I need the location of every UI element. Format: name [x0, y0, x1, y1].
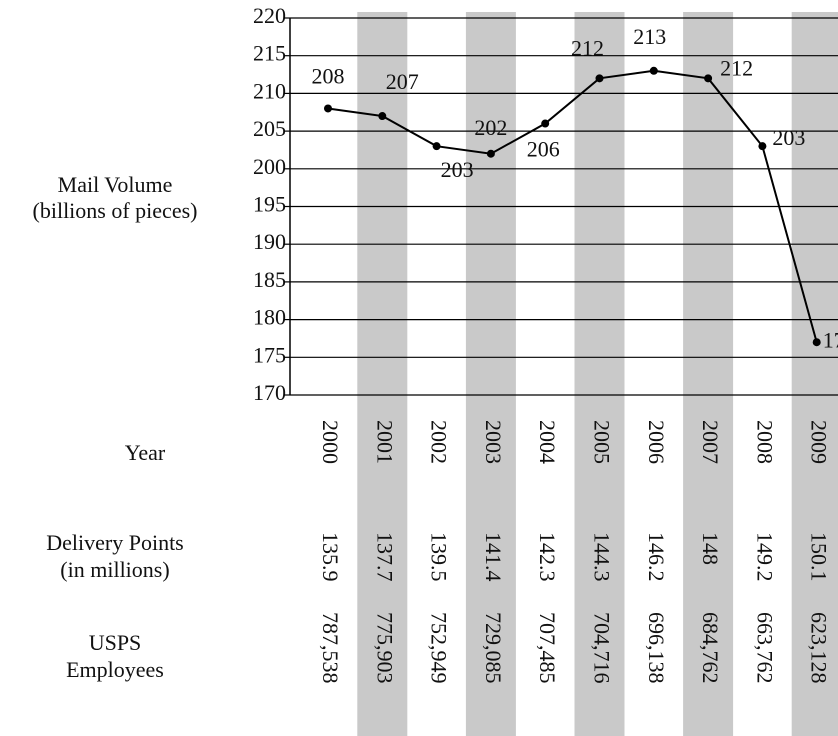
x-tick-label: 2005	[589, 420, 614, 464]
table-cell: 146.2	[644, 532, 669, 582]
table-cell: 139.5	[427, 532, 452, 582]
table-cell: 787,538	[318, 612, 343, 684]
column-shade	[683, 12, 734, 736]
data-label: 213	[633, 24, 666, 49]
table-cell: 135.9	[318, 532, 343, 582]
x-tick-label: 2006	[644, 420, 669, 464]
table-cell: 150.1	[807, 532, 832, 582]
data-point	[486, 149, 495, 158]
x-tick-label: 2002	[427, 420, 452, 464]
table-cell: 623,128	[807, 612, 832, 684]
table-cell: 696,138	[644, 612, 669, 684]
table-cell: 141.4	[481, 532, 506, 582]
table-cell: 704,716	[589, 612, 614, 684]
column-shade	[574, 12, 625, 736]
x-tick-label: 2009	[807, 420, 832, 464]
data-label: 177	[823, 327, 838, 352]
background	[357, 12, 838, 736]
data-point	[812, 338, 821, 347]
y-axis-label: (billions of pieces)	[33, 198, 198, 223]
table-cell: 752,949	[427, 612, 452, 684]
x-tick-label: 2000	[318, 420, 343, 464]
x-axis-label: Year	[125, 440, 166, 465]
y-tick-label: 205	[253, 116, 286, 141]
y-tick-label: 200	[253, 154, 286, 179]
y-tick-label: 185	[253, 267, 286, 292]
y-tick-label: 215	[253, 41, 286, 66]
data-point	[541, 119, 550, 128]
table-cell: 149.2	[752, 532, 777, 582]
data-point	[649, 66, 658, 75]
data-label: 203	[772, 125, 805, 150]
data-point	[704, 74, 713, 83]
table-cell: 144.3	[589, 532, 614, 582]
x-tick-label: 2001	[372, 420, 397, 464]
row-label: (in millions)	[60, 557, 169, 582]
table-cell: 137.7	[372, 532, 397, 582]
y-tick-label: 210	[253, 78, 286, 103]
x-tick-label: 2003	[481, 420, 506, 464]
table-cell: 663,762	[752, 612, 777, 684]
x-tick-label: 2008	[752, 420, 777, 464]
data-label: 208	[312, 64, 345, 89]
y-tick-label: 180	[253, 305, 286, 330]
data-point	[324, 104, 332, 113]
data-point	[432, 142, 441, 151]
table-cell: 707,485	[535, 612, 560, 684]
column-shade	[465, 12, 516, 736]
y-tick-label: 175	[253, 342, 286, 367]
table-cell: 684,762	[698, 612, 723, 684]
row-label: USPS	[89, 630, 142, 655]
data-point	[595, 74, 604, 83]
x-tick-label: 2004	[535, 420, 560, 464]
data-label: 202	[474, 115, 507, 140]
y-tick-label: 190	[253, 229, 286, 254]
column-shade	[357, 12, 408, 736]
table-cell: 775,903	[372, 612, 397, 684]
table-cell: 148	[698, 532, 723, 565]
x-tick-label: 2007	[698, 420, 723, 464]
data-label: 212	[720, 55, 753, 80]
data-label: 203	[441, 157, 474, 182]
row-label: Employees	[66, 657, 164, 682]
line	[327, 69, 818, 343]
y-tick-label: 195	[253, 192, 286, 217]
data-point	[758, 142, 767, 151]
column-shade	[791, 12, 838, 736]
y-tick-label: 220	[253, 3, 286, 28]
table-cell: 729,085	[481, 612, 506, 684]
data-point	[378, 112, 387, 121]
data-label: 212	[571, 35, 604, 60]
data-label: 207	[386, 69, 419, 94]
row-label: Delivery Points	[46, 530, 184, 555]
data-label: 206	[527, 137, 560, 162]
table-cell: 142.3	[535, 532, 560, 582]
y-axis-label: Mail Volume	[58, 172, 173, 197]
y-tick-label: 170	[253, 380, 286, 405]
